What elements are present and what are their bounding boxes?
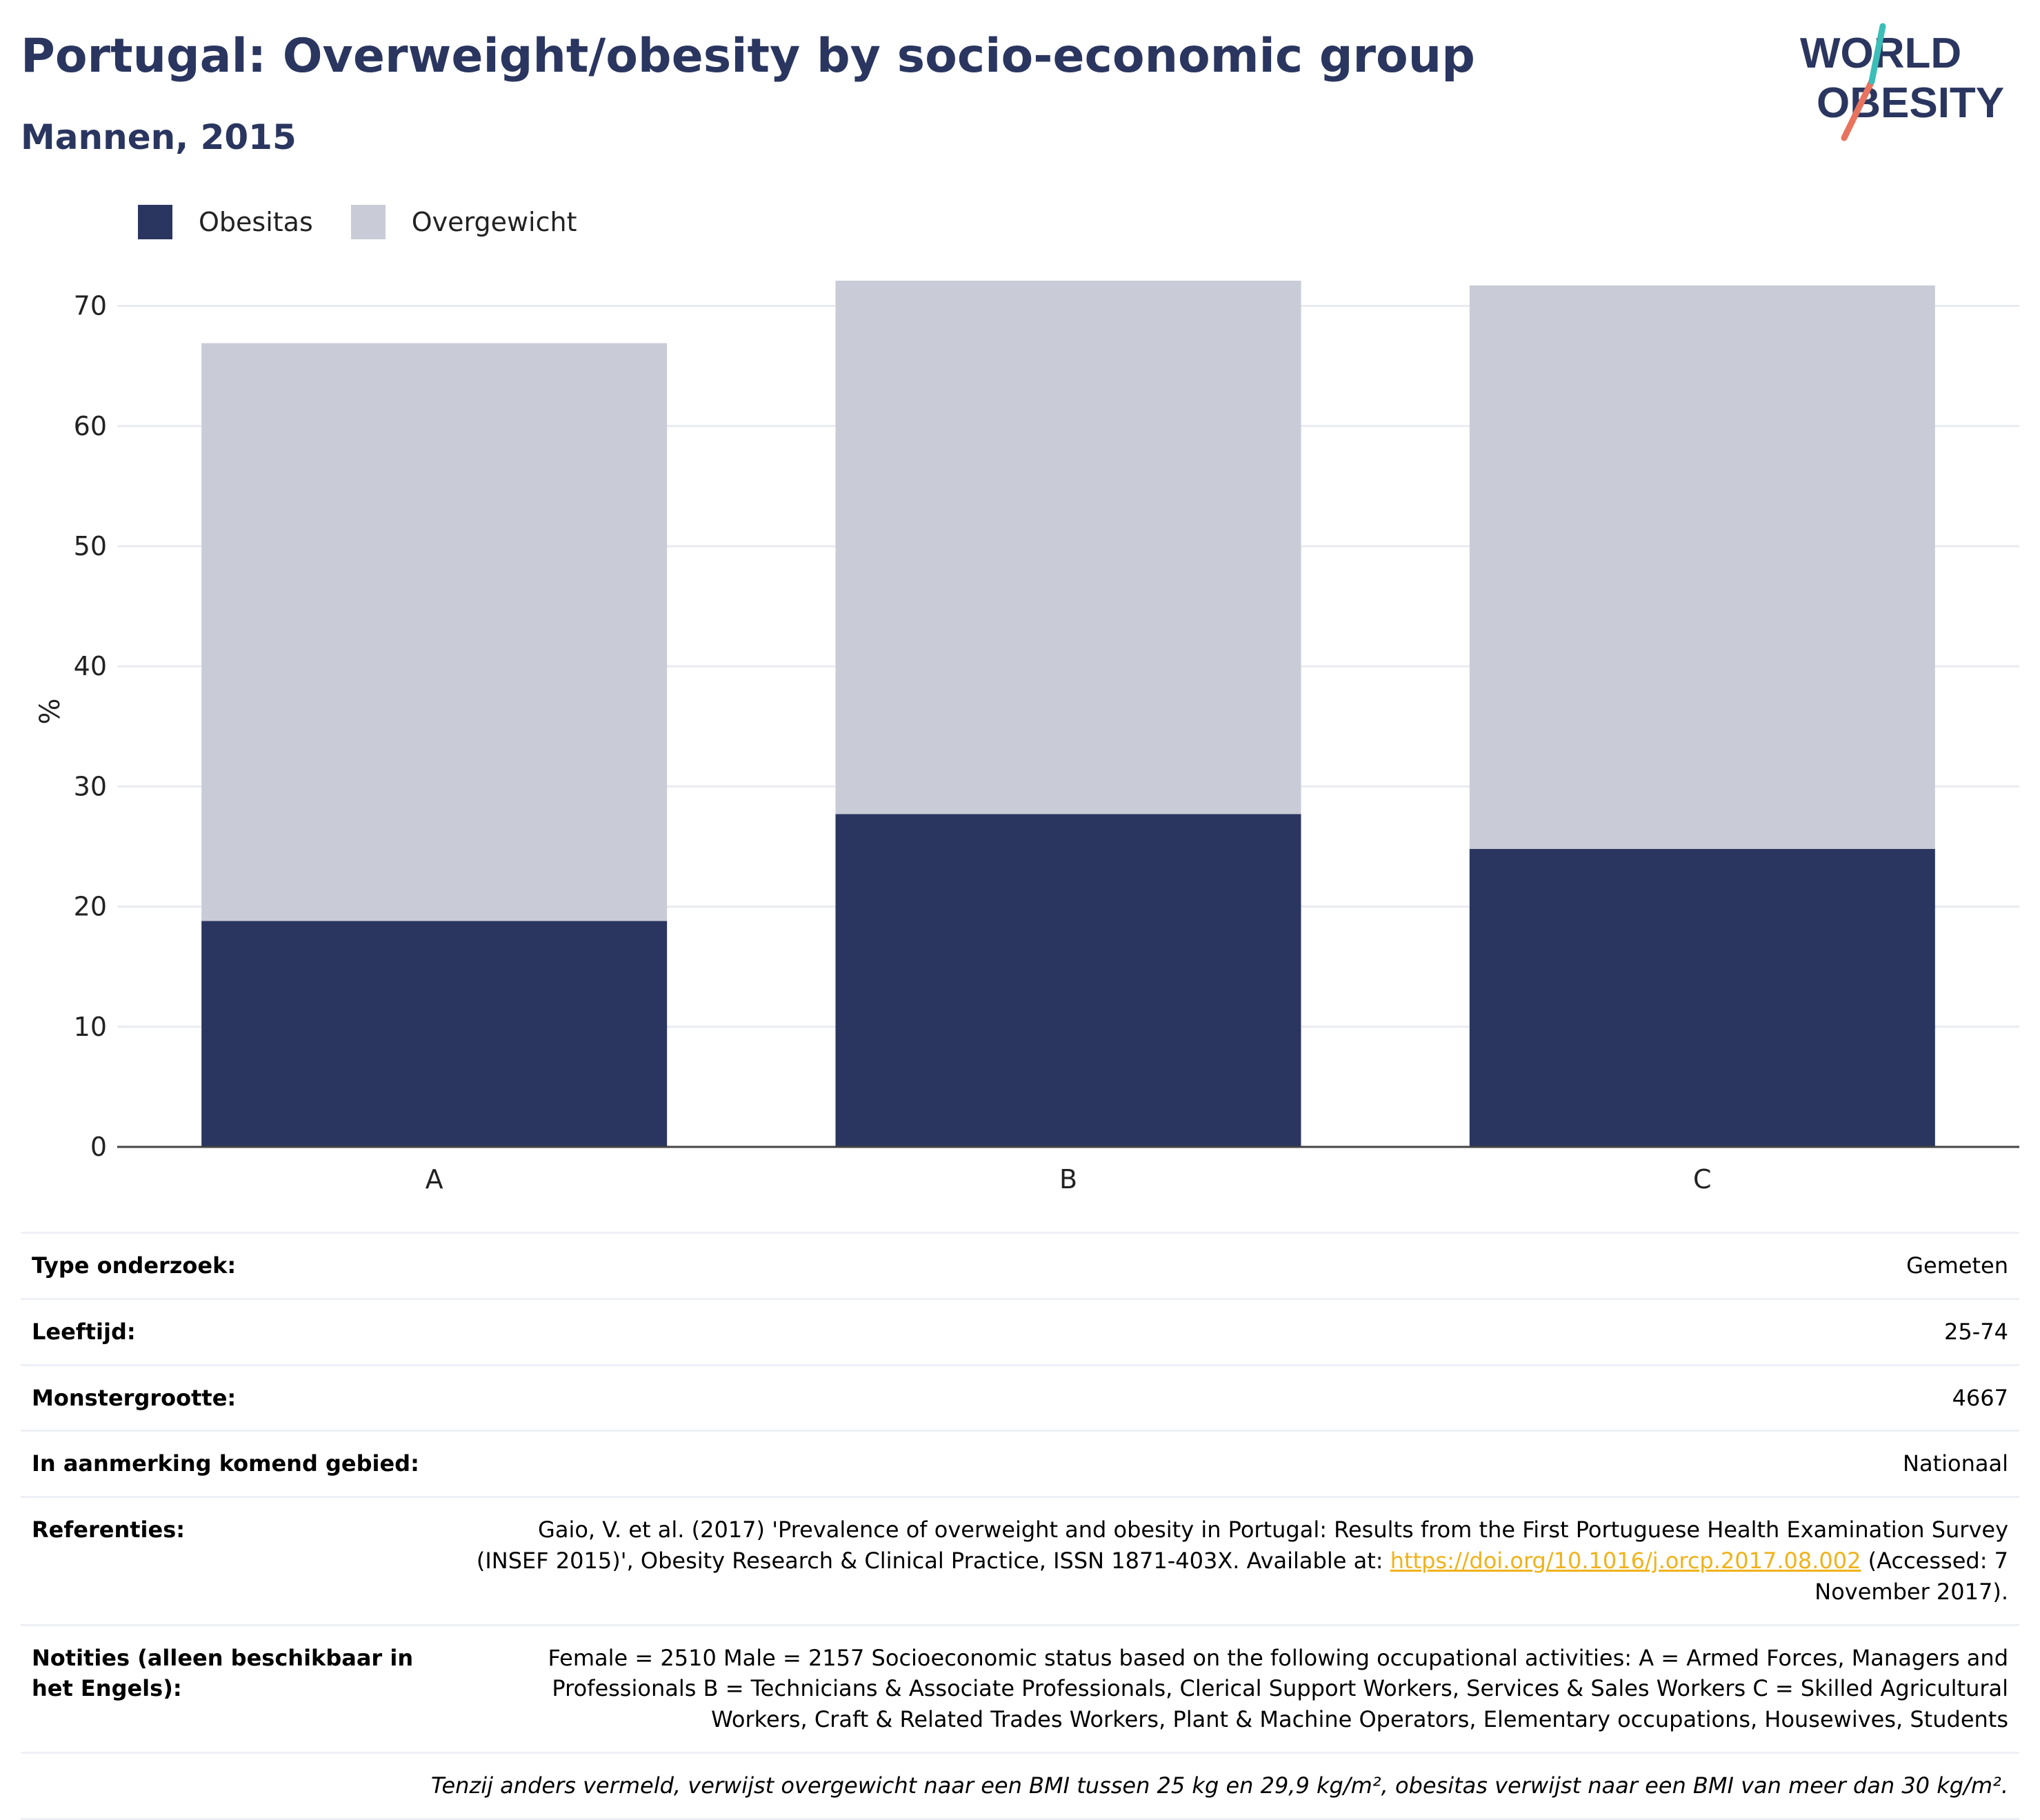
area-value: Nationaal xyxy=(457,1430,2019,1497)
legend-label-obesitas: Obesitas xyxy=(199,207,313,237)
legend-swatch-obesitas xyxy=(138,205,172,239)
area-label: In aanmerking komend gebied: xyxy=(21,1430,457,1497)
y-tick-label-0: 0 xyxy=(90,1132,107,1162)
references-link[interactable]: https://doi.org/10.1016/j.orcp.2017.08.0… xyxy=(1390,1547,1861,1574)
y-tick-label-60: 60 xyxy=(74,411,107,441)
info-row-footnote: Tenzij anders vermeld, verwijst overgewi… xyxy=(21,1751,2019,1820)
chart-title: Portugal: Overweight/obesity by socio-ec… xyxy=(21,29,1475,83)
bar-overgewicht-c xyxy=(1469,285,1935,849)
logo-slash-teal xyxy=(1868,23,1886,85)
legend-item-obesitas[interactable]: Obesitas xyxy=(138,205,313,239)
info-row-sample: Monstergrootte: 4667 xyxy=(21,1363,2019,1431)
x-tick-label-b: B xyxy=(1059,1164,1077,1193)
bar-overgewicht-b xyxy=(835,280,1301,814)
type-value: Gemeten xyxy=(457,1232,2019,1299)
bar-chart: 0 10 20 30 40 50 60 70% A B C xyxy=(34,280,2019,1193)
info-row-type: Type onderzoek: Gemeten xyxy=(21,1232,2019,1299)
age-label: Leeftijd: xyxy=(21,1297,457,1366)
bar-obesitas-c xyxy=(1469,848,1935,1147)
y-axis-label: % xyxy=(34,698,66,724)
y-tick-label-40: 40 xyxy=(74,651,107,681)
info-row-area: In aanmerking komend gebied: Nationaal xyxy=(21,1430,2019,1497)
y-tick-label-50: 50 xyxy=(74,531,107,561)
chart-subtitle: Mannen, 2015 xyxy=(21,117,297,157)
y-tick-label-20: 20 xyxy=(74,892,107,922)
references-text: Gaio, V. et al. (2017) 'Prevalence of ov… xyxy=(476,1517,2008,1574)
sample-label: Monstergrootte: xyxy=(21,1363,457,1431)
footnote: Tenzij anders vermeld, verwijst overgewi… xyxy=(21,1751,2019,1820)
y-tick-label-10: 10 xyxy=(74,1012,107,1042)
logo-slash-coral xyxy=(1841,78,1875,141)
references-suffix: (Accessed: 7 November 2017). xyxy=(1814,1547,2008,1605)
info-row-references: Referenties: Gaio, V. et al. (2017) 'Pre… xyxy=(21,1496,2019,1626)
legend-label-overgewicht: Overgewicht xyxy=(411,207,577,237)
references-value: Gaio, V. et al. (2017) 'Prevalence of ov… xyxy=(457,1496,2019,1626)
x-tick-label-c: C xyxy=(1693,1164,1712,1193)
bar-obesitas-a xyxy=(201,921,668,1147)
legend-swatch-overgewicht xyxy=(350,205,386,239)
logo-text-obesity: OBESITY xyxy=(1817,79,2004,127)
info-row-age: Leeftijd: 25-74 xyxy=(21,1297,2019,1366)
bar-obesitas-b xyxy=(835,814,1301,1147)
notes-value: Female = 2510 Male = 2157 Socioeconomic … xyxy=(457,1623,2019,1753)
notes-label: Notities (alleen beschikbaar in het Enge… xyxy=(21,1623,457,1753)
age-value: 25-74 xyxy=(457,1297,2019,1366)
y-tick-label-30: 30 xyxy=(74,771,107,801)
bar-overgewicht-a xyxy=(201,343,668,921)
info-row-notes: Notities (alleen beschikbaar in het Enge… xyxy=(21,1623,2019,1753)
x-tick-label-a: A xyxy=(426,1164,443,1193)
references-label: Referenties: xyxy=(21,1496,457,1626)
info-table: Type onderzoek: Gemeten Leeftijd: 25-74 … xyxy=(21,1232,2019,1820)
sample-value: 4667 xyxy=(457,1363,2019,1431)
y-tick-label-70: 70 xyxy=(74,291,107,321)
legend-item-overgewicht[interactable]: Overgewicht xyxy=(350,205,577,239)
type-label: Type onderzoek: xyxy=(21,1232,457,1299)
legend: Obesitas Overgewicht xyxy=(138,205,615,239)
world-obesity-logo: WORLD OBESITY xyxy=(1800,23,2004,141)
